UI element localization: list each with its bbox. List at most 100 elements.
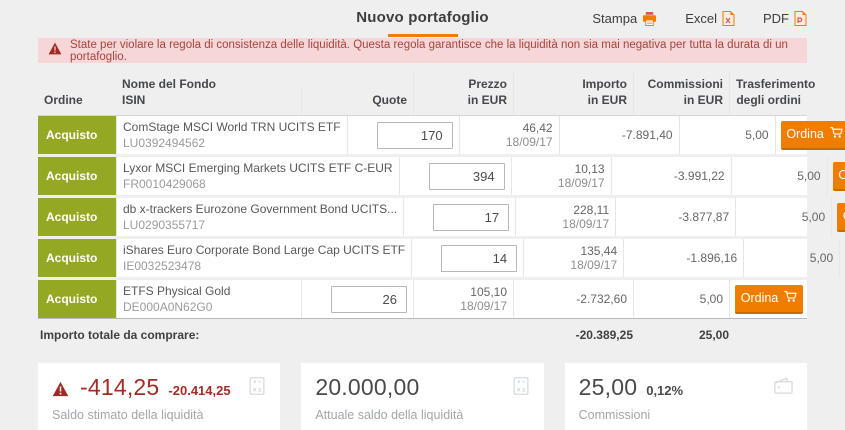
order-button[interactable]: Ordina [837,202,845,232]
commission-value: 5,00 [809,251,834,266]
fund-isin: DE000A0N62G0 [123,300,213,315]
price-date: 18/09/17 [460,299,507,314]
quote-input[interactable] [441,244,518,272]
col-header-commissioni: Commissioni in EUR [633,71,729,116]
price-date: 18/09/17 [557,176,605,191]
export-pdf-button[interactable]: PDF [763,11,807,26]
order-type-badge: Acquisto [38,280,116,319]
order-button-label: Ordina [843,209,845,223]
print-button[interactable]: Stampa [592,11,657,26]
alert-triangle-icon [52,381,69,402]
price-value: 228,11 [573,203,610,218]
estimated-liquidity-value: -414,25 [80,374,160,401]
quote-input[interactable] [331,285,407,313]
top-bar: Nuovo portafoglio Stampa Excel PDF [0,0,845,38]
commissions-card: 25,00 0,12% Commissioni [564,363,807,430]
commissions-percentage: 0,12% [646,383,684,399]
print-label: Stampa [592,11,638,26]
amount-value: -7.891,40 [621,128,673,143]
fund-name: ComStage MSCI World TRN UCITS ETF [123,120,341,135]
current-liquidity-caption: Attuale saldo della liquidità [315,408,464,423]
excel-file-icon [722,11,735,26]
table-header-row: Ordine Nome del Fondo ISIN Quote Prezzo in… [38,67,815,117]
liquidity-warning-banner: State per violare la regola di consisten… [38,38,807,63]
total-commissions: 25,00 [698,328,729,343]
commission-value: 5,00 [745,128,769,143]
order-button[interactable]: Ordina [735,284,803,314]
col-header-prezzo: Prezzo in EUR [413,71,513,116]
price-date: 18/09/17 [505,135,553,150]
price-date: 18/09/17 [562,217,610,232]
quote-input[interactable] [376,121,453,149]
amount-value: -3.991,22 [673,169,725,184]
warning-triangle-icon [48,42,62,60]
warning-text: State per violare la regola di consisten… [70,38,788,63]
fund-name: db x-trackers Eurozone Government Bond U… [123,202,398,217]
excel-label: Excel [685,11,717,26]
order-button-label: Ordina [838,168,845,183]
col-header-ordine: Ordine [44,93,83,108]
cart-icon [830,126,843,142]
fund-name: Lyxor MSCI Emerging Markets UCITS ETF C-… [123,161,393,176]
col-header-quote: Quote [301,87,413,116]
col-header-fondo: Nome del Fondo ISIN [122,77,216,108]
table-row: Acquisto ETFS Physical Gold DE000A0N62G0… [38,280,807,320]
quote-input[interactable] [428,162,505,190]
current-liquidity-card: 20.000,00 Attuale saldo della liquidità [301,363,544,430]
calculator-icon [246,375,268,402]
title-underline [387,34,458,37]
estimated-liquidity-caption: Saldo stimato della liquidità [52,408,204,423]
col-header-importo: Importo in EUR [513,71,633,116]
total-label: Importo totale da comprare: [40,328,200,343]
amount-value: -1.896,16 [686,251,738,266]
order-button-label: Ordina [786,127,824,142]
table-row: Acquisto Lyxor MSCI Emerging Markets UCI… [38,157,845,199]
fund-name: ETFS Physical Gold [123,284,231,299]
order-button[interactable]: Ordina [780,120,845,150]
order-button-label: Ordina [740,291,779,306]
table-row: Acquisto db x-trackers Eurozone Governme… [38,198,845,240]
fund-isin: LU0392494562 [123,136,206,151]
summary-cards: -414,25 -20.414,25 Saldo stimato della l… [38,363,807,430]
order-button[interactable]: Ordina [832,161,845,191]
commissions-caption: Commissioni [578,408,651,423]
price-date: 18/09/17 [570,258,618,273]
export-excel-button[interactable]: Excel [685,11,735,26]
price-value: 10,13 [574,162,605,177]
table-body: Acquisto ComStage MSCI World TRN UCITS E… [38,116,845,320]
fund-isin: LU0290355717 [123,218,206,233]
price-value: 105,10 [470,285,507,300]
commissions-value: 25,00 [578,374,638,401]
order-type-badge: Acquisto [38,157,116,196]
fund-isin: FR0010429068 [123,177,206,192]
order-type-badge: Acquisto [38,239,116,278]
quote-input[interactable] [433,203,510,231]
wallet-icon [772,375,795,401]
amount-value: -3.877,87 [678,210,730,225]
order-type-badge: Acquisto [38,198,116,237]
calculator-icon [510,375,532,402]
table-row: Acquisto iShares Euro Corporate Bond Lar… [38,239,841,281]
pdf-label: PDF [763,11,789,26]
commission-value: 5,00 [797,169,821,184]
table-row: Acquisto ComStage MSCI World TRN UCITS E… [38,116,845,158]
pdf-file-icon [794,11,807,26]
total-amount: -20.389,25 [575,328,633,343]
amount-value: -2.732,60 [576,292,627,307]
fund-name: iShares Euro Corporate Bond Large Cap UC… [123,243,406,258]
current-liquidity-value: 20.000,00 [315,374,420,401]
cart-icon [784,290,797,306]
commission-value: 5,00 [801,210,826,225]
printer-icon [642,11,657,26]
page-title: Nuovo portafoglio [356,9,489,26]
estimated-liquidity-card: -414,25 -20.414,25 Saldo stimato della l… [38,363,281,430]
orders-table: Ordine Nome del Fondo ISIN Quote Prezzo in… [38,67,845,351]
commission-value: 5,00 [699,292,723,307]
fund-isin: IE0032523478 [123,259,202,274]
estimated-liquidity-secondary: -20.414,25 [168,383,231,399]
col-header-trasferimento: Trasferimento degli ordini [729,71,815,116]
order-type-badge: Acquisto [38,116,116,155]
price-value: 46,42 [522,121,553,136]
table-total-row: Importo totale da comprare: -20.389,25 2… [38,319,807,351]
